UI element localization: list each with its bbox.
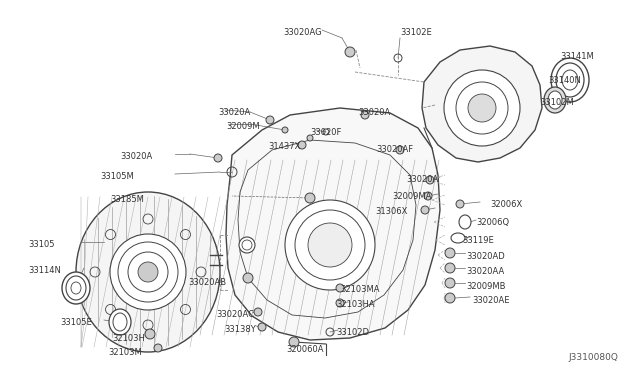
Text: 33020A: 33020A	[218, 108, 250, 117]
Circle shape	[445, 263, 455, 273]
Circle shape	[445, 248, 455, 258]
Circle shape	[426, 176, 434, 184]
Text: 33141M: 33141M	[560, 52, 594, 61]
Ellipse shape	[551, 58, 589, 102]
Text: 33020AD: 33020AD	[466, 252, 505, 261]
Circle shape	[421, 206, 429, 214]
Circle shape	[258, 323, 266, 331]
Circle shape	[266, 116, 274, 124]
Ellipse shape	[544, 87, 566, 113]
Text: 32103MA: 32103MA	[340, 285, 380, 294]
Circle shape	[298, 141, 306, 149]
Ellipse shape	[459, 215, 471, 229]
Circle shape	[336, 299, 344, 307]
Circle shape	[396, 146, 404, 154]
Text: 33119E: 33119E	[462, 236, 493, 245]
Circle shape	[282, 127, 288, 133]
Text: 33020AG: 33020AG	[284, 28, 322, 37]
Text: 33138Y: 33138Y	[224, 325, 256, 334]
Ellipse shape	[62, 272, 90, 304]
Circle shape	[110, 234, 186, 310]
Text: 32009MA: 32009MA	[392, 192, 431, 201]
Circle shape	[154, 344, 162, 352]
Text: 33020AC: 33020AC	[216, 310, 254, 319]
Circle shape	[445, 278, 455, 288]
Circle shape	[289, 337, 299, 347]
Circle shape	[254, 308, 262, 316]
Text: 33185M: 33185M	[110, 195, 144, 204]
Text: 31437X: 31437X	[268, 142, 300, 151]
Text: 32103H: 32103H	[112, 334, 145, 343]
Text: 33020A: 33020A	[358, 108, 390, 117]
Polygon shape	[226, 108, 440, 340]
Ellipse shape	[451, 233, 465, 243]
Ellipse shape	[109, 309, 131, 335]
Ellipse shape	[76, 192, 220, 352]
Circle shape	[468, 94, 496, 122]
Circle shape	[239, 237, 255, 253]
Circle shape	[243, 273, 253, 283]
Circle shape	[424, 192, 432, 200]
Text: 33020AA: 33020AA	[466, 267, 504, 276]
Text: 32009MB: 32009MB	[466, 282, 506, 291]
Text: 33020A: 33020A	[120, 152, 152, 161]
Text: 32006X: 32006X	[490, 200, 522, 209]
Circle shape	[308, 223, 352, 267]
Text: 320060A: 320060A	[286, 345, 323, 354]
Circle shape	[307, 135, 313, 141]
Polygon shape	[422, 46, 542, 162]
Circle shape	[445, 293, 455, 303]
Ellipse shape	[548, 91, 562, 109]
Text: 33105: 33105	[28, 240, 54, 249]
Circle shape	[285, 200, 375, 290]
Text: 31306X: 31306X	[375, 207, 408, 216]
Text: 33140N: 33140N	[548, 76, 581, 85]
Circle shape	[456, 200, 464, 208]
Text: 33105M: 33105M	[100, 172, 134, 181]
Text: 33020AE: 33020AE	[472, 296, 509, 305]
Text: 32103HA: 32103HA	[336, 300, 374, 309]
Text: 33020AF: 33020AF	[376, 145, 413, 154]
Text: 32009M: 32009M	[226, 122, 260, 131]
Circle shape	[444, 70, 520, 146]
Circle shape	[336, 284, 344, 292]
Circle shape	[361, 111, 369, 119]
Circle shape	[214, 154, 222, 162]
Text: 33114N: 33114N	[28, 266, 61, 275]
Text: 33020A: 33020A	[406, 175, 438, 184]
Text: 33105E: 33105E	[60, 318, 92, 327]
Circle shape	[305, 193, 315, 203]
Circle shape	[145, 329, 155, 339]
Text: 32103M: 32103M	[108, 348, 141, 357]
Text: 33102D: 33102D	[336, 328, 369, 337]
Text: 33102E: 33102E	[400, 28, 432, 37]
Circle shape	[138, 262, 158, 282]
Text: J3310080Q: J3310080Q	[568, 353, 618, 362]
Text: 33020F: 33020F	[310, 128, 341, 137]
Text: 32006Q: 32006Q	[476, 218, 509, 227]
Text: 33020AB: 33020AB	[188, 278, 226, 287]
Circle shape	[345, 47, 355, 57]
Text: 33102M: 33102M	[540, 98, 573, 107]
